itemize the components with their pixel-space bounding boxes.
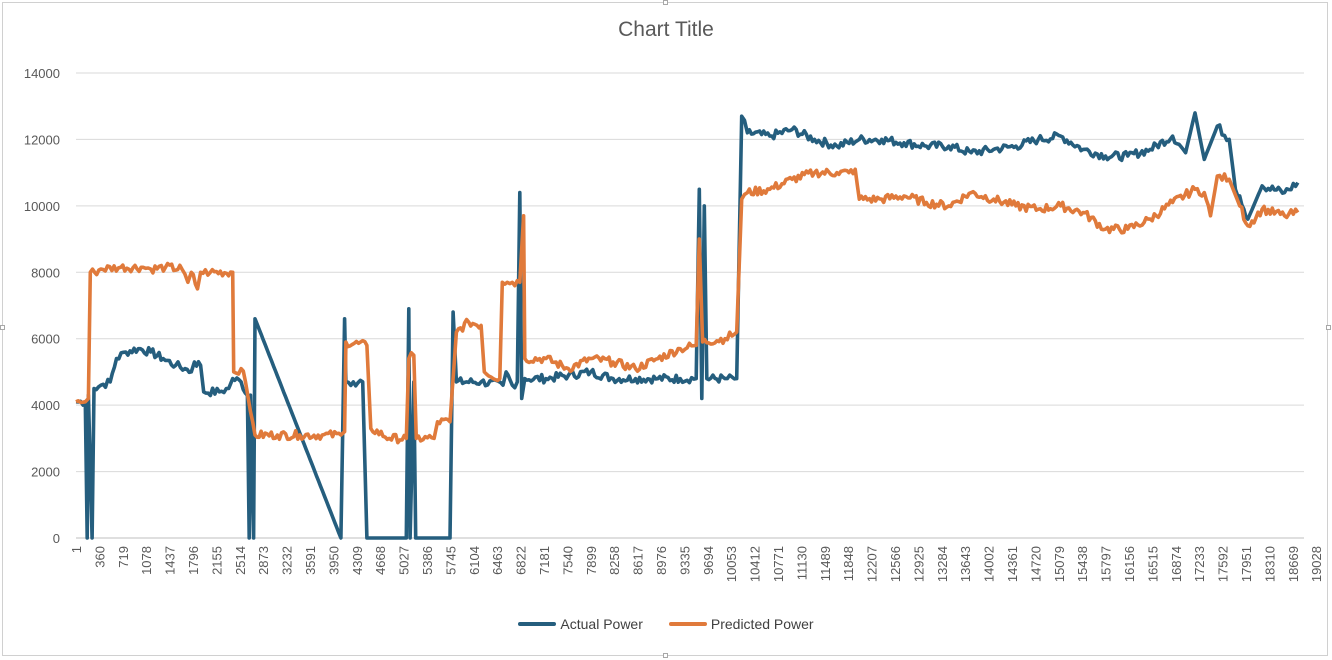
x-tick-label: 17233 [1192,546,1207,582]
resize-handle-right[interactable] [1326,325,1331,330]
x-tick-label: 8258 [607,546,622,575]
x-tick-label: 10412 [748,546,763,582]
x-tick-label: 5386 [420,546,435,575]
x-tick-label: 7899 [584,546,599,575]
x-tick-label: 13643 [958,546,973,582]
resize-handle-left[interactable] [0,325,5,330]
legend[interactable]: Actual Power Predicted Power [0,616,1332,632]
x-tick-label: 1437 [163,546,178,575]
y-tick-label: 14000 [24,66,60,81]
legend-label-predicted: Predicted Power [710,616,814,632]
x-tick-label: 3232 [280,546,295,575]
x-tick-label: 17951 [1239,546,1254,582]
resize-handle-bottom[interactable] [663,653,668,658]
x-tick-label: 12925 [911,546,926,582]
x-tick-label: 18669 [1286,546,1301,582]
x-tick-label: 6822 [514,546,529,575]
x-tick-label: 12566 [888,546,903,582]
x-tick-label: 15079 [1052,546,1067,582]
x-tick-label: 1078 [139,546,154,575]
x-tick-label: 13284 [935,546,950,582]
y-tick-label: 10000 [24,199,60,214]
x-tick-label: 719 [116,546,131,568]
x-tick-label: 11848 [841,546,856,581]
x-tick-label: 4309 [350,546,365,575]
x-tick-label: 3950 [326,546,341,575]
series-line-actual-power [75,111,1300,540]
x-tick-label: 6463 [490,546,505,575]
x-tick-label: 6104 [467,546,482,575]
x-tick-label: 16515 [1145,546,1160,582]
series-line-predicted-power [75,167,1300,445]
x-tick-label: 14002 [982,546,997,582]
x-tick-label: 1796 [186,546,201,575]
x-tick-label: 2514 [233,546,248,575]
legend-item-actual[interactable]: Actual Power [518,616,643,632]
x-tick-label: 12207 [865,546,880,582]
x-tick-label: 8976 [654,546,669,575]
x-tick-label: 11489 [818,546,833,581]
x-tick-label: 1 [69,546,84,553]
x-tick-label: 16874 [1169,546,1184,582]
x-tick-label: 2155 [209,546,224,575]
x-tick-label: 4668 [373,546,388,575]
x-tick-label: 3591 [303,546,318,575]
legend-swatch-predicted [668,622,707,626]
legend-item-predicted[interactable]: Predicted Power [668,616,814,632]
x-tick-label: 15797 [1099,546,1114,582]
x-tick-label: 11130 [794,546,809,580]
x-tick-label: 9335 [677,546,692,575]
x-tick-label: 5745 [443,546,458,575]
chart-title[interactable]: Chart Title [618,18,714,41]
x-tick-label: 9694 [701,546,716,575]
x-tick-label: 8617 [631,546,646,575]
x-tick-label: 10771 [771,546,786,582]
x-tick-label: 15438 [1075,546,1090,582]
x-tick-label: 2873 [256,546,271,575]
y-tick-label: 12000 [24,132,60,147]
y-tick-label: 8000 [31,265,60,280]
y-tick-label: 6000 [31,332,60,347]
x-tick-label: 360 [92,546,107,568]
x-tick-label: 18310 [1262,546,1277,582]
x-tick-label: 7181 [537,546,552,575]
y-tick-label: 2000 [31,465,60,480]
x-tick-label: 16156 [1122,546,1137,582]
legend-swatch-actual [518,622,557,626]
resize-handle-top[interactable] [663,0,668,5]
y-tick-label: 0 [53,531,60,546]
x-tick-label: 7540 [560,546,575,575]
x-tick-label: 19028 [1309,546,1324,582]
x-tick-label: 14720 [1028,546,1043,582]
x-tick-label: 10053 [724,546,739,582]
legend-label-actual: Actual Power [560,616,643,632]
x-tick-label: 17592 [1216,546,1231,582]
y-tick-label: 4000 [31,398,60,413]
x-tick-label: 5027 [397,546,412,575]
x-tick-label: 14361 [1005,546,1020,582]
